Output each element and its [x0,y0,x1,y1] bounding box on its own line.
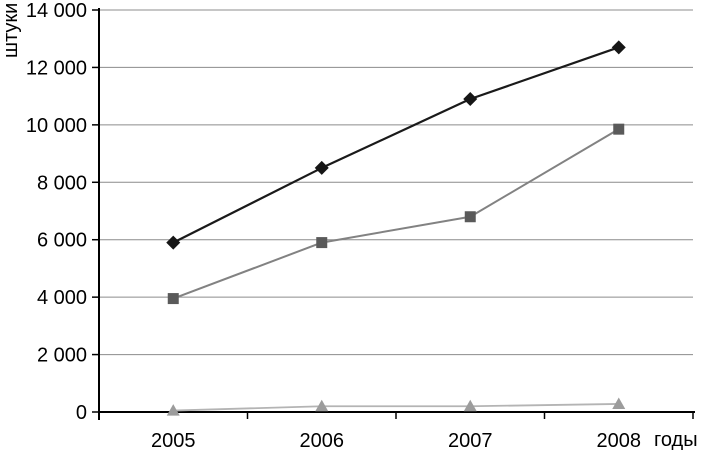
x-tick-label: 2008 [597,430,642,451]
square-marker [613,123,625,135]
diamond-marker [166,235,181,250]
x-tick-label: 2007 [448,430,493,451]
y-tick-label: 14 000 [26,0,87,22]
y-tick-label: 0 [76,402,87,424]
y-tick-label: 6 000 [37,230,87,252]
x-tick-labels: 2005 2006 2007 2008 [151,430,641,451]
square-series-line [172,128,620,300]
series-layer [166,40,626,416]
triangle-marker [612,397,626,409]
diamond-marker [463,92,478,107]
x-axis-title: годы [654,429,698,451]
diamond-marker [611,40,626,55]
y-axis-title: штуки [0,3,22,58]
gridlines [99,9,693,356]
square-marker [464,211,476,223]
y-tick-labels: 0 2 000 4 000 6 000 8 000 10 000 12 000 14 000 [26,0,87,424]
triangle-marker [315,399,329,412]
triangle-marker [166,404,180,416]
y-tick-label: 4 000 [37,287,87,309]
axes [92,8,695,420]
y-tick-label: 10 000 [26,115,87,137]
diamond-series-line [172,46,620,244]
y-tick-label: 12 000 [26,57,87,79]
square-marker [316,237,328,249]
triangle-series-line [172,403,620,412]
square-marker [167,293,179,305]
x-tick-label: 2006 [300,430,345,451]
x-tick-label: 2005 [151,430,196,451]
diamond-marker [314,160,329,175]
y-tick-label: 2 000 [37,345,87,367]
triangle-marker [463,399,477,412]
y-tick-label: 8 000 [37,172,87,194]
